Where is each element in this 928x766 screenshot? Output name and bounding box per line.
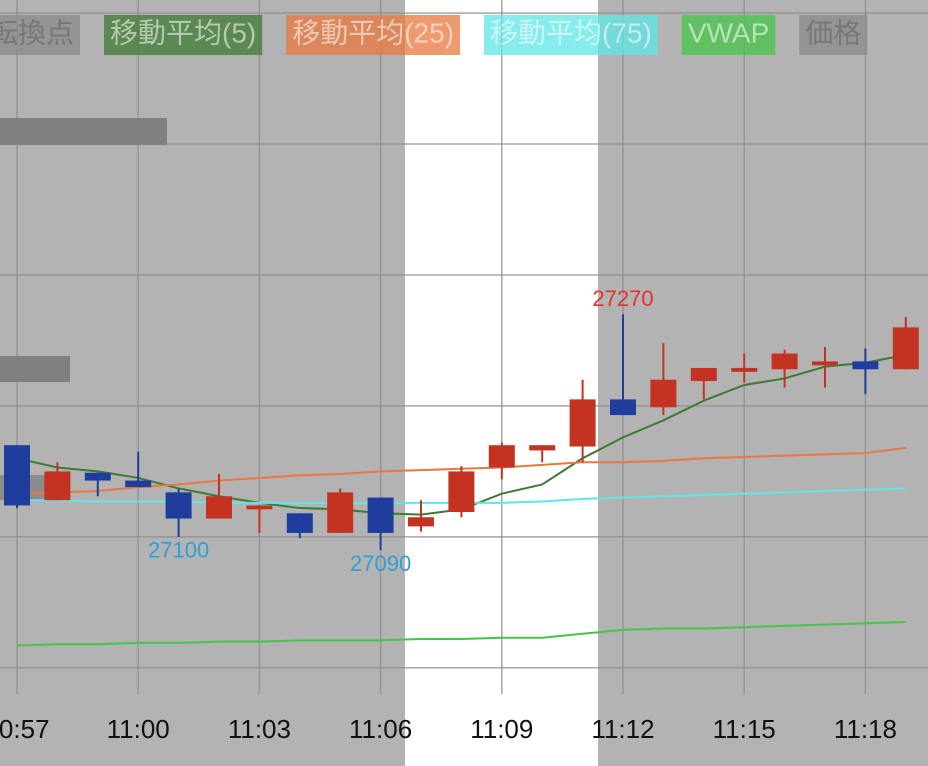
legend-item[interactable]: 移動平均(75) [484,15,658,55]
legend-item[interactable]: 移動平均(25) [286,15,461,55]
candle-body [488,445,515,468]
legend-box[interactable] [104,15,263,55]
legend-label[interactable]: 移動平均(25) [292,17,454,48]
legend-label[interactable]: 価格 [805,17,861,48]
legend-label[interactable]: 移動平均(75) [490,17,652,48]
candle-body [367,497,394,533]
legend-item[interactable]: 価格 [799,15,868,55]
legend-label[interactable]: VWAP [688,17,769,48]
legend-box[interactable] [286,15,461,55]
labels: 27270 27100 27090 [148,286,654,576]
legend-box[interactable] [799,15,868,55]
x-tick-label: 11:00 [107,714,170,744]
candle-body [4,445,30,506]
candle-body [84,472,111,481]
legend-label[interactable]: 転換点 [0,17,74,48]
price-label: 27090 [350,551,411,576]
volume-profile-bar [0,356,70,382]
candle-body [731,367,758,372]
candle-body [44,471,71,501]
x-tick-label: 11:12 [591,714,654,744]
x-tick-label: 11:06 [349,714,412,744]
x-tick-label: 10:57 [0,714,50,744]
candle-body [448,471,475,512]
legend: 転換点 移動平均(5) 移動平均(25) 移動平均(75) VWAP 価格 [0,15,868,55]
legend-item[interactable]: VWAP [681,15,776,55]
volume-profile-bar [0,118,167,145]
price-label: 27270 [592,286,653,311]
candle-body [812,361,838,366]
candle-body [529,445,556,451]
x-tick-label: 11:18 [834,714,897,744]
candle-body [286,513,313,533]
candle-body [650,379,677,408]
candle-body [125,480,152,488]
candle-body [206,496,232,519]
legend-label[interactable]: 移動平均(5) [110,17,256,48]
legend-box[interactable] [484,15,658,55]
candle-body [569,399,596,447]
legend-item[interactable]: 移動平均(5) [104,15,263,55]
candle-body [690,367,717,382]
candle-body [771,353,798,370]
candle-body [165,492,192,519]
legend-item[interactable]: 転換点 [0,15,80,55]
indicator-line [16,620,906,647]
candle-body [610,399,636,416]
candle-body [892,327,919,370]
candle-body [852,361,879,370]
candles [4,314,919,550]
x-tick-label: 11:03 [228,714,291,744]
legend-box[interactable] [0,15,80,55]
candle-body [408,517,434,527]
x-tick-label: 11:09 [470,714,533,744]
legend-box[interactable] [681,15,776,55]
x-tick-label: 11:15 [713,714,776,744]
candle-body [246,505,273,510]
price-label: 27100 [148,538,209,563]
candle-body [327,492,354,533]
